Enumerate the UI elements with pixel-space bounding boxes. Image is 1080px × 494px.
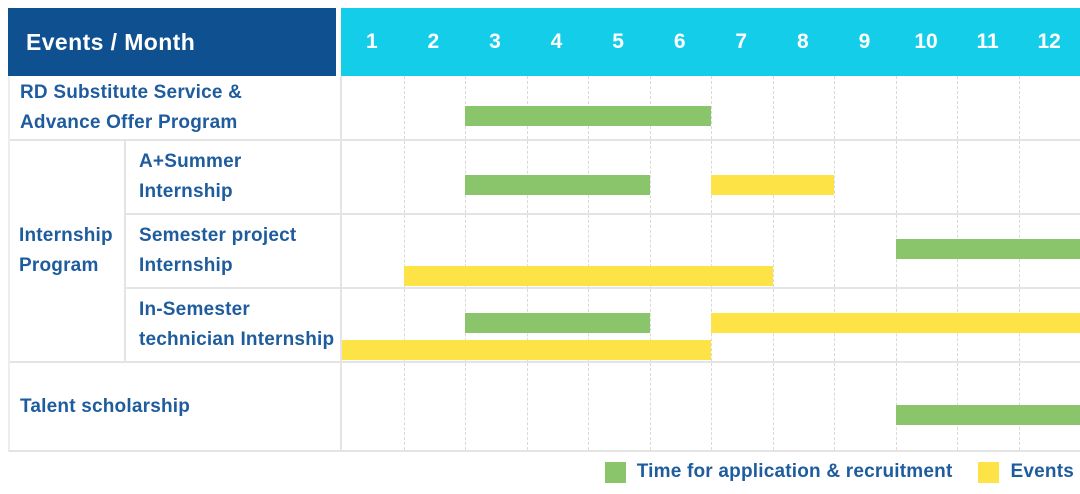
month-gridline xyxy=(834,76,835,139)
gantt-bar-application xyxy=(465,313,650,333)
month-gridline xyxy=(403,289,405,361)
row-label-line: In-Semester xyxy=(139,299,250,320)
row-label-line: Semester project xyxy=(139,225,297,246)
month-gridline xyxy=(649,215,651,287)
table-row: Talent scholarship xyxy=(10,361,1080,450)
legend-swatch-application xyxy=(604,461,626,483)
month-gridline xyxy=(649,141,651,213)
month-gridline xyxy=(895,76,897,139)
month-header-cell-8: 8 xyxy=(796,30,809,53)
month-header-cell-10: 10 xyxy=(914,30,938,53)
table-row: In-Semester technician Internship xyxy=(126,287,1080,361)
month-gridline xyxy=(588,215,589,287)
group-label: Internship Program xyxy=(19,225,113,276)
gantt-bar-events xyxy=(342,340,711,360)
timeline-in-semester-technician-internship xyxy=(340,289,1080,361)
row-label-line: technician Internship xyxy=(139,329,335,350)
month-header-cell-9: 9 xyxy=(858,30,871,53)
month-header-cell-11: 11 xyxy=(976,30,999,53)
month-gridline xyxy=(834,141,835,213)
month-gridline xyxy=(711,76,712,139)
month-gridline xyxy=(465,215,466,287)
month-gridline xyxy=(957,76,958,139)
gantt-bar-events xyxy=(711,313,1080,333)
row-label-line: RD Substitute Service & xyxy=(20,81,243,103)
month-gridline xyxy=(895,141,897,213)
month-header-cell-5: 5 xyxy=(612,30,624,53)
row-label: In-Semester technician Internship xyxy=(126,289,340,361)
legend-label: Time for application & recruitment xyxy=(636,461,953,482)
row-label-line: A+Summer xyxy=(139,151,242,172)
month-gridline xyxy=(526,215,528,287)
month-gridline xyxy=(465,363,466,450)
table-row: A+Summer Internship xyxy=(126,141,1080,213)
row-label-line: Internship xyxy=(139,181,233,202)
gantt-bar-application xyxy=(465,106,711,126)
month-header-cell-7: 7 xyxy=(735,30,748,53)
row-label: Talent scholarship xyxy=(10,363,340,450)
month-gridline xyxy=(526,363,528,450)
month-header-cell-12: 12 xyxy=(1037,30,1061,53)
month-gridline xyxy=(772,215,774,287)
month-gridline xyxy=(588,363,589,450)
month-gridline xyxy=(957,141,958,213)
gantt-bar-events xyxy=(403,266,773,286)
month-header: 1 2 3 4 5 6 7 8 9 10 11 12 xyxy=(341,8,1080,76)
month-gridline xyxy=(403,141,405,213)
month-gridline xyxy=(772,76,774,139)
row-label: Semester project Internship xyxy=(126,215,340,287)
month-header-cell-3: 3 xyxy=(489,30,501,53)
month-gridline xyxy=(772,363,774,450)
legend-item-application: Time for application & recruitment xyxy=(604,461,953,483)
row-label: RD Substitute Service & Advance Offer Pro… xyxy=(10,76,340,139)
row-label-line: Internship xyxy=(139,255,233,276)
gantt-bar-application xyxy=(465,175,650,195)
month-gridline xyxy=(1018,141,1020,213)
gantt-bar-application xyxy=(895,239,1080,259)
timeline-talent-scholarship xyxy=(340,363,1080,450)
timeline-rd-substitute-service-advance-offer-program xyxy=(340,76,1080,139)
row-group-internship-program: Internship Program A+Summer Internship Seme… xyxy=(10,139,1080,361)
row-label-line: Advance Offer Program xyxy=(20,111,238,133)
month-gridline xyxy=(711,363,712,450)
table-title: Events / Month xyxy=(8,8,336,76)
timeline-semester-project-internship xyxy=(340,215,1080,287)
month-gridline xyxy=(649,289,651,361)
timeline-a-summer-internship xyxy=(340,141,1080,213)
table-header-row: Events / Month 1 2 3 4 5 6 7 8 9 10 11 12 xyxy=(8,8,1080,76)
month-header-cell-1: 1 xyxy=(365,30,378,53)
legend-item-events: Events xyxy=(978,461,1074,483)
month-gridline xyxy=(403,363,405,450)
events-month-table: Events / Month 1 2 3 4 5 6 7 8 9 10 11 12 RD Substi… xyxy=(8,8,1080,452)
month-gridline xyxy=(834,215,835,287)
table-row: Semester project Internship xyxy=(126,213,1080,287)
table-body: RD Substitute Service & Advance Offer Pro… xyxy=(8,76,1080,452)
header-gap xyxy=(336,8,341,76)
legend-swatch-events xyxy=(978,461,1000,483)
legend-label: Events xyxy=(1010,461,1074,482)
month-gridline xyxy=(649,363,651,450)
group-sub-rows: A+Summer Internship Semester project Intern… xyxy=(124,141,1080,361)
month-gridline xyxy=(711,215,712,287)
month-gridline xyxy=(403,76,405,139)
gantt-bar-events xyxy=(711,175,834,195)
row-label: A+Summer Internship xyxy=(126,141,340,213)
chart-legend: Time for application & recruitment Events xyxy=(604,461,1074,483)
gantt-bar-application xyxy=(895,405,1080,425)
month-gridline xyxy=(1018,76,1020,139)
month-gridline xyxy=(834,363,835,450)
month-header-cell-6: 6 xyxy=(673,30,686,53)
table-row: RD Substitute Service & Advance Offer Pro… xyxy=(10,76,1080,139)
month-header-cell-4: 4 xyxy=(550,30,563,53)
month-header-cell-2: 2 xyxy=(427,30,440,53)
row-label-line: Talent scholarship xyxy=(20,395,191,417)
month-gridline xyxy=(403,215,405,287)
